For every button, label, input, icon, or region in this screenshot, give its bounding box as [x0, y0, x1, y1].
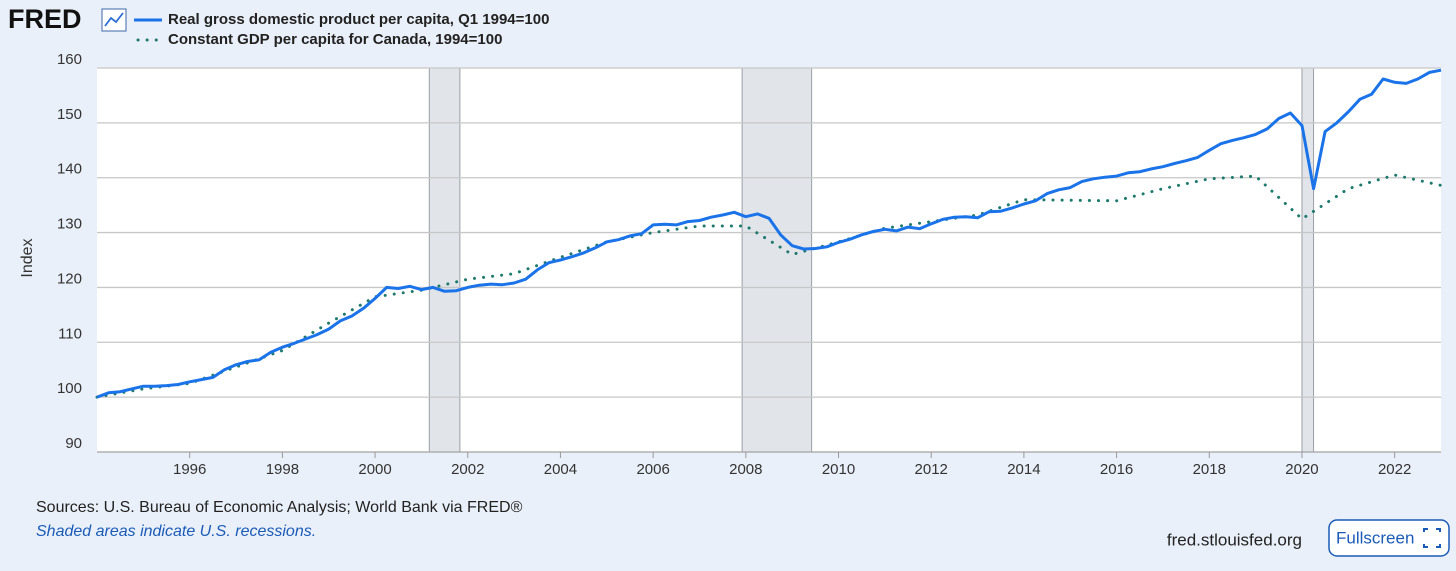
y-tick-label: 130 [57, 216, 82, 233]
legend-label: Real gross domestic product per capita, … [168, 11, 549, 28]
x-tick-label: 2002 [451, 461, 484, 478]
y-tick-label: 140 [57, 161, 82, 178]
series-line [96, 68, 1442, 399]
logo-icon [101, 8, 127, 32]
recession-band [428, 67, 461, 453]
logo: FRED [8, 4, 82, 34]
button-frame[interactable] [1328, 519, 1450, 557]
x-tick-label: 2000 [358, 461, 391, 478]
legend-label: Constant GDP per capita for Canada, 1994… [168, 31, 502, 48]
y-tick-label: 100 [57, 380, 82, 397]
x-tick-label: 1998 [266, 461, 299, 478]
x-tick-label: 2012 [915, 461, 948, 478]
x-tick-label: 1996 [173, 461, 206, 478]
sources: Sources: U.S. Bureau of Economic Analysi… [36, 499, 523, 516]
x-tick-label: 2006 [636, 461, 669, 478]
fullscreen-button[interactable]: Fullscreen [1328, 519, 1450, 557]
x-tick-label: 2016 [1100, 461, 1133, 478]
x-tick-label: 2010 [822, 461, 855, 478]
y-tick-label: 90 [65, 435, 82, 452]
legend: Real gross domestic product per capita, … [134, 11, 549, 48]
series-line [95, 173, 1443, 399]
button-icon[interactable] [1423, 528, 1441, 548]
x-tick-label: 2014 [1007, 461, 1040, 478]
button-label[interactable]: Fullscreen [1336, 528, 1414, 547]
x-tick-label: 2004 [544, 461, 577, 478]
site-link[interactable]: fred.stlouisfed.org [1167, 530, 1302, 549]
x-tick-label: 2022 [1378, 461, 1411, 478]
y-tick-label: 110 [58, 325, 82, 342]
recession-note: Shaded areas indicate U.S. recessions. [36, 523, 316, 540]
recession-band [1301, 67, 1315, 453]
y-tick-label: 120 [57, 270, 82, 287]
y-tick-label: 150 [57, 106, 82, 123]
x-tick-label: 2018 [1193, 461, 1226, 478]
x-tick-label: 2008 [729, 461, 762, 478]
x-tick-label: 2020 [1285, 461, 1318, 478]
y-tick-label: 160 [57, 51, 82, 68]
y-axis-label: Index [19, 238, 36, 277]
recession-band [741, 67, 813, 453]
